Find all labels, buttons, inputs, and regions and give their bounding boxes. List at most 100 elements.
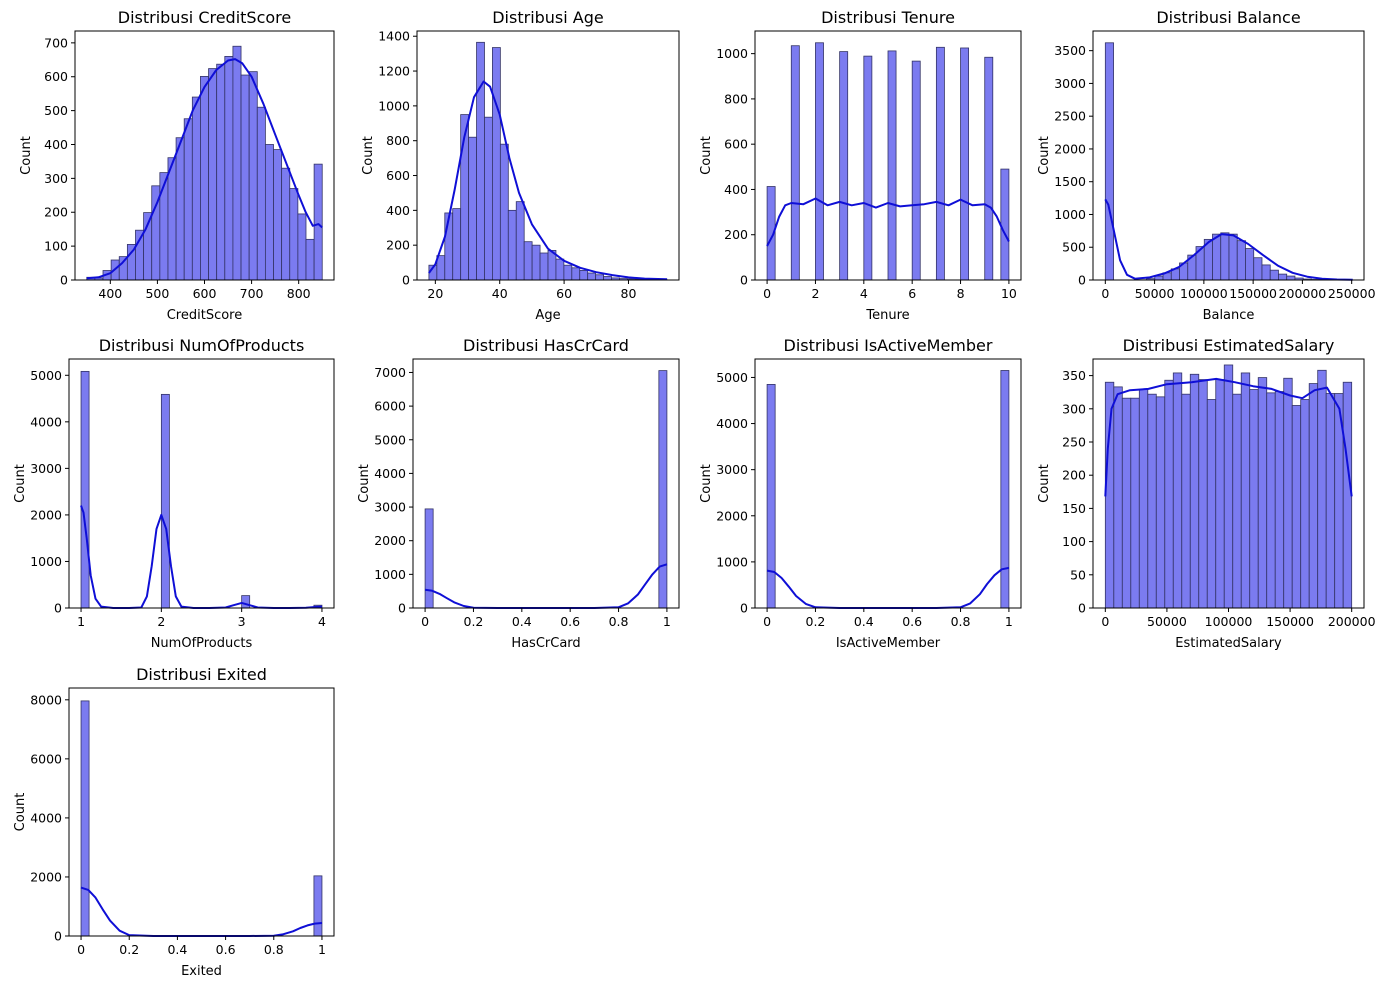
y-axis-label: Count <box>13 464 28 503</box>
histogram-bar <box>960 47 970 281</box>
kde-line <box>80 886 323 937</box>
histogram-panel: 20 40 60 800200400600800100012001400Distrib… <box>361 8 680 323</box>
histogram-bar <box>281 167 291 281</box>
histogram-bar <box>555 258 565 281</box>
y-tick-label: 3000 <box>30 461 62 476</box>
histogram-bar <box>264 144 274 281</box>
x-axis-label: Tenure <box>865 308 909 323</box>
histogram-bar <box>200 75 209 281</box>
kde-line <box>80 505 323 609</box>
kde-line <box>428 80 668 281</box>
histogram-bar <box>887 50 897 281</box>
histogram-bar <box>1291 405 1302 609</box>
y-tick-label: 0 <box>1078 601 1086 616</box>
axes-frame <box>1092 30 1365 281</box>
y-tick-label: 2000 <box>1054 141 1086 156</box>
y-tick-label: 4000 <box>374 466 406 481</box>
y-tick-label: 200 <box>44 205 68 220</box>
y-tick-label: 5000 <box>30 368 62 383</box>
y-tick-label: 0 <box>740 601 748 616</box>
y-tick-label: 700 <box>44 35 68 50</box>
histogram-panel: 0 0.2 0.4 0.6 0.8 1 0 1000 2000 3000 4000 5000 Distr… <box>699 336 1022 651</box>
histogram-bar <box>1342 381 1353 609</box>
histogram-bar <box>1155 396 1166 609</box>
histogram-bar <box>571 267 581 281</box>
histogram-bar <box>563 264 573 281</box>
y-tick-label: 2500 <box>1054 109 1086 124</box>
histogram-bar <box>297 213 307 281</box>
histogram-bar <box>1300 399 1310 609</box>
histogram-bar <box>1138 389 1149 609</box>
y-tick-label: 4000 <box>30 810 62 825</box>
x-tick-label: 0.8 <box>609 614 629 629</box>
y-tick-label: 2000 <box>374 533 406 548</box>
histogram-bar <box>1181 393 1191 609</box>
histogram-bar <box>587 272 597 281</box>
x-tick-label: 200000 <box>1279 286 1327 301</box>
histogram-bar <box>1308 383 1319 609</box>
y-tick-label: 2000 <box>30 507 62 522</box>
histogram-bar <box>1000 370 1010 609</box>
x-tick-label: 0.4 <box>854 614 874 629</box>
histogram-bar <box>1286 275 1296 281</box>
histogram-bar <box>492 47 501 281</box>
x-tick-label: 3 <box>238 614 246 629</box>
chart-title: Distribusi EstimatedSalary <box>1123 336 1335 355</box>
histogram-bar <box>1249 389 1259 609</box>
histogram-bar <box>256 106 266 281</box>
kde-line <box>424 563 668 609</box>
x-tick-label: 10 <box>1001 286 1017 301</box>
chart-title: Distribusi Balance <box>1156 8 1300 27</box>
axes-frame <box>68 358 335 609</box>
histogram-panel: 0 50000 100000 150000 200000 250000 0 500 1000 15… <box>1037 8 1376 323</box>
histogram-bar <box>531 244 541 281</box>
y-tick-label: 8000 <box>30 692 62 707</box>
histogram-bar <box>499 143 509 281</box>
y-tick-label: 0 <box>60 273 68 288</box>
histogram-bar <box>515 201 525 281</box>
axes-frame <box>754 358 1022 609</box>
histogram-bar <box>1220 232 1230 281</box>
histogram-bar <box>305 238 315 281</box>
histogram-bar <box>183 118 193 281</box>
kde-line <box>766 197 1010 247</box>
histogram-bar <box>1240 372 1251 609</box>
histogram-bar <box>658 370 668 609</box>
y-tick-label: 200 <box>386 238 410 253</box>
histogram-bar <box>1130 397 1140 609</box>
x-tick-label: 0.8 <box>264 942 284 957</box>
histogram-bar <box>313 163 323 281</box>
axes-frame <box>68 687 335 937</box>
histogram-bar <box>1172 372 1183 609</box>
histogram-bar <box>935 46 945 281</box>
x-tick-label: 60 <box>556 286 572 301</box>
x-axis-label: NumOfProducts <box>151 636 253 651</box>
histogram-bar <box>863 55 873 281</box>
histogram-bar <box>1198 379 1208 609</box>
y-axis-label: Count <box>699 136 714 175</box>
histogram-bar <box>1257 377 1268 609</box>
x-tick-label: 40 <box>492 286 508 301</box>
x-axis-label: EstimatedSalary <box>1175 636 1282 651</box>
x-tick-label: 0.4 <box>512 614 532 629</box>
y-tick-label: 600 <box>386 168 410 183</box>
x-axis-label: CreditScore <box>167 308 243 323</box>
y-tick-label: 1200 <box>378 64 410 79</box>
x-tick-label: 0.2 <box>806 614 826 629</box>
x-tick-label: 0.4 <box>167 942 187 957</box>
y-tick-label: 4000 <box>30 414 62 429</box>
histogram-bar <box>248 71 258 281</box>
x-axis-label: Balance <box>1203 308 1255 323</box>
histogram-bar <box>1164 379 1174 609</box>
y-tick-label: 1000 <box>716 46 748 61</box>
x-tick-label: 1 <box>77 614 85 629</box>
y-tick-label: 800 <box>724 91 748 106</box>
histogram-panel: 1 2 3 4 0 1000 2000 3000 4000 5000 Distribusi NumO… <box>13 336 335 651</box>
y-tick-label: 200 <box>724 227 748 242</box>
y-tick-label: 1000 <box>1054 207 1086 222</box>
x-tick-label: 4 <box>318 614 326 629</box>
x-tick-label: 20 <box>427 286 443 301</box>
y-tick-label: 2000 <box>716 508 748 523</box>
y-tick-label: 1000 <box>374 567 406 582</box>
y-axis-label: Count <box>1037 136 1052 175</box>
